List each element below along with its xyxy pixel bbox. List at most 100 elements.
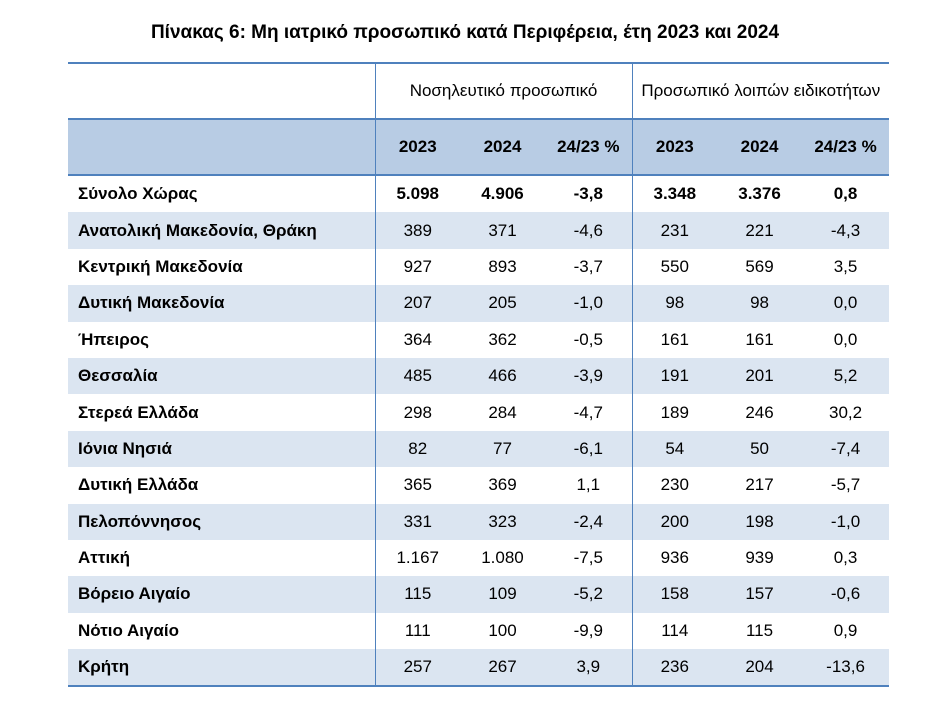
table-row: Ήπειρος 364 362 -0,5 161 161 0,0 [68, 321, 889, 358]
cell-nursing-change: -5,2 [545, 576, 633, 613]
cell-nursing-change: -4,6 [545, 212, 633, 249]
cell-other-2023: 191 [631, 357, 718, 395]
group-header-row: Νοσηλευτικό προσωπικό Προσωπικό λοιπών ε… [68, 62, 890, 120]
region-name: Σύνολο Χώρας [78, 184, 198, 204]
staff-table: Νοσηλευτικό προσωπικό Προσωπικό λοιπών ε… [68, 62, 890, 688]
cell-other-change: -1,0 [802, 503, 890, 540]
cell-other-2024: 98 [717, 285, 803, 322]
cell-nursing-2023: 485 [374, 357, 460, 395]
cell-nursing-2023: 331 [374, 503, 460, 540]
cell-nursing-change: 1,1 [576, 475, 601, 495]
cell-nursing-2023: 115 [374, 576, 460, 613]
cell-other-change: -0,6 [802, 576, 890, 613]
cell-nursing-2023: 5.098 [374, 175, 460, 213]
region-header-blank [68, 62, 375, 120]
cell-nursing-2024: 267 [460, 649, 545, 688]
table-row: Δυτική Μακεδονία 207 205 -1,0 98 98 0,0 [68, 285, 890, 322]
region-name: Νότιο Αιγαίο [78, 620, 179, 640]
cell-other-2023: 158 [631, 576, 718, 613]
region-name: Αττική [78, 548, 131, 568]
table-row: Στερεά Ελλάδα 298 284 -4,7 189 246 30,2 [68, 394, 889, 431]
cell-other-2023: 236 [631, 649, 718, 688]
cell-other-2024: 115 [745, 620, 774, 640]
cell-nursing-change: -4,7 [573, 402, 603, 422]
cell-other-2023: 161 [631, 321, 718, 358]
group-header-other-specialties: Προσωπικό λοιπών ειδικοτήτων [631, 62, 890, 120]
region-subheader-blank [68, 119, 375, 176]
table-row: Κρήτη 257 267 3,9 236 204 -13,6 [68, 649, 890, 688]
subheader-nursing-2023: 2023 [374, 119, 460, 176]
table-row: Νότιο Αιγαίο 111 100 -9,9 114 115 0,9 [68, 612, 889, 650]
cell-nursing-change: -1,0 [545, 285, 633, 322]
cell-other-2024: 221 [717, 212, 803, 249]
table-row: Ιόνια Νησιά 82 77 -6,1 54 50 -7,4 [68, 430, 890, 468]
region-name: Θεσσαλία [68, 357, 375, 395]
cell-other-change: -13,6 [802, 649, 890, 688]
cell-other-2023: 189 [631, 394, 718, 431]
cell-nursing-2024: 369 [488, 475, 517, 495]
region-name: Ανατολική Μακεδονία, Θράκη [68, 212, 375, 249]
cell-other-2023: 114 [631, 612, 718, 650]
cell-nursing-2023: 365 [374, 467, 460, 504]
cell-nursing-change: -2,4 [545, 503, 633, 540]
cell-other-2024: 198 [717, 503, 803, 540]
cell-nursing-2023: 927 [374, 248, 460, 286]
cell-other-2024: 569 [745, 256, 774, 276]
region-name: Δυτική Μακεδονία [68, 285, 375, 322]
subheader-nursing-change: 24/23 % [545, 119, 633, 176]
region-name: Ιόνια Νησιά [68, 430, 375, 468]
cell-other-2023: 231 [631, 212, 718, 249]
cell-other-change: 5,2 [802, 357, 890, 395]
cell-other-2024: 157 [717, 576, 803, 613]
cell-nursing-2024: 100 [488, 620, 517, 640]
cell-nursing-2024: 893 [488, 256, 517, 276]
table-row: Πελοπόννησος 331 323 -2,4 200 198 -1,0 [68, 503, 890, 540]
cell-other-2023: 550 [631, 248, 718, 286]
cell-nursing-2023: 82 [374, 430, 460, 468]
cell-nursing-2024: 466 [460, 357, 545, 395]
sub-header-row: 2023 2024 24/23 % 2023 2024 24/23 % [68, 119, 890, 176]
cell-other-2023: 230 [631, 467, 718, 504]
cell-other-change: 30,2 [828, 402, 863, 422]
cell-nursing-change: -0,5 [573, 329, 603, 349]
cell-other-change: 0,8 [833, 184, 858, 204]
cell-nursing-2024: 284 [488, 402, 517, 422]
cell-other-change: 0,3 [833, 548, 858, 568]
cell-other-2024: 939 [745, 548, 774, 568]
region-name: Βόρειο Αιγαίο [68, 576, 375, 613]
table-body: Σύνολο Χώρας 5.098 4.906 -3,8 3.348 3.376 0,8 Α… [68, 175, 890, 688]
cell-nursing-change: -6,1 [545, 430, 633, 468]
cell-nursing-2024: 371 [460, 212, 545, 249]
cell-nursing-2024: 205 [460, 285, 545, 322]
table-row: Βόρειο Αιγαίο 115 109 -5,2 158 157 -0,6 [68, 576, 890, 613]
cell-other-2024: 217 [745, 475, 774, 495]
cell-nursing-change: 3,9 [545, 649, 633, 688]
cell-other-change: 0,9 [833, 620, 858, 640]
cell-other-2024: 246 [745, 402, 774, 422]
cell-other-2023: 200 [631, 503, 718, 540]
region-name: Πελοπόννησος [68, 503, 375, 540]
region-name: Κεντρική Μακεδονία [78, 256, 243, 276]
cell-other-2023: 3.348 [631, 175, 718, 213]
cell-nursing-change: -9,9 [573, 620, 603, 640]
region-name: Κρήτη [68, 649, 375, 688]
cell-other-2024: 3.376 [738, 184, 781, 204]
table-row: Αττική 1.167 1.080 -7,5 936 939 0,3 [68, 539, 889, 577]
cell-other-2024: 201 [717, 357, 803, 395]
cell-nursing-2024: 1.080 [481, 548, 524, 568]
cell-nursing-2023: 111 [374, 612, 460, 650]
cell-other-change: -4,3 [802, 212, 890, 249]
cell-nursing-2023: 364 [374, 321, 460, 358]
cell-other-change: 0,0 [833, 329, 858, 349]
cell-nursing-change: -3,7 [573, 256, 603, 276]
subheader-other-2023: 2023 [631, 119, 718, 176]
cell-nursing-2024: 4.906 [481, 184, 524, 204]
cell-other-2024: 161 [745, 329, 774, 349]
region-name: Στερεά Ελλάδα [78, 402, 199, 422]
subheader-other-change: 24/23 % [802, 119, 890, 176]
cell-nursing-change: -3,9 [545, 357, 633, 395]
cell-nursing-change: -3,8 [573, 184, 603, 204]
cell-nursing-2024: 323 [460, 503, 545, 540]
cell-nursing-2024: 77 [460, 430, 545, 468]
table-row: Δυτική Ελλάδα 365 369 1,1 230 217 -5,7 [68, 467, 889, 504]
